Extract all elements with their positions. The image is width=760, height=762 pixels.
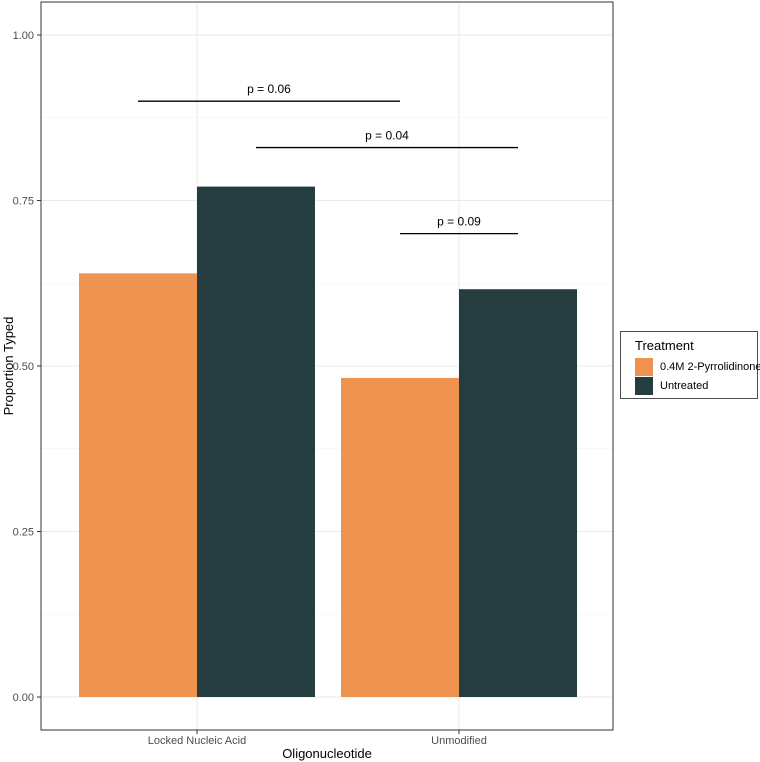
bar-unmodified-untreated [459,289,577,697]
x-tick-label: Locked Nucleic Acid [148,735,246,747]
legend-item-untreated: Untreated [635,377,708,395]
legend-title: Treatment [635,338,694,353]
y-tick-label: 0.75 [13,196,34,208]
y-tick-label: 0.50 [13,361,34,373]
y-tick-label: 0.25 [13,527,34,539]
legend-swatch-untreated [635,377,653,395]
bar-unmodified-pyrrolidinone [341,377,459,697]
p-value-label: p = 0.04 [365,129,409,143]
legend-item-pyrrolidinone: 0.4M 2-Pyrrolidinone [635,358,760,376]
p-value-label: p = 0.09 [437,215,481,229]
x-axis-title: Oligonucleotide [282,746,372,761]
y-tick-label: 0.00 [13,692,34,704]
legend-label-untreated: Untreated [660,380,709,392]
legend-label-pyrrolidinone: 0.4M 2-Pyrrolidinone [660,361,760,373]
x-tick-label: Unmodified [431,735,487,747]
legend: Treatment 0.4M 2-Pyrrolidinone Untreated [620,331,760,399]
bar-locked-nucleic-acid-pyrrolidinone [79,273,197,697]
y-tick-label: 1.00 [13,30,34,42]
legend-swatch-pyrrolidinone [635,358,653,376]
p-value-label: p = 0.06 [247,82,291,96]
y-axis-title: Proportion Typed [1,317,16,416]
bar-locked-nucleic-acid-untreated [197,186,315,697]
